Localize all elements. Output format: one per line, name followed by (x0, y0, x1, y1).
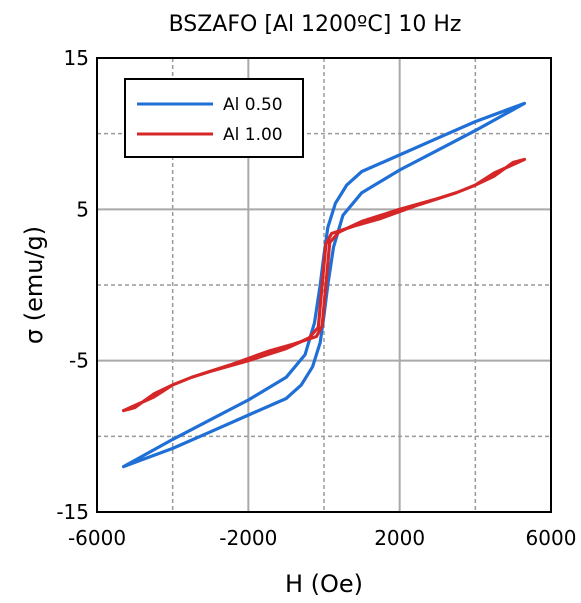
series-loop-2 (121, 157, 527, 413)
x-tick-label: -2000 (219, 526, 277, 550)
y-tick-label: 15 (64, 46, 89, 70)
x-tick-label: 2000 (374, 526, 425, 550)
x-tick-label: 6000 (526, 526, 577, 550)
series-layer (121, 101, 527, 469)
legend-label: Al 1.00 (223, 125, 283, 145)
tick-labels: -6000 -2000 2000 6000 -15 -5 5 15 (56, 46, 576, 550)
plot-frame (96, 57, 552, 513)
y-tick-label: 5 (76, 197, 89, 221)
legend-box (124, 78, 304, 158)
y-tick-label: -15 (56, 500, 89, 524)
legend: Al 0.50 Al 1.00 (124, 78, 304, 158)
y-tick-label: -5 (69, 349, 89, 373)
x-tick-label: -6000 (68, 526, 126, 550)
chart-title: BSZAFO [Al 1200ºC] 10 Hz (169, 12, 462, 37)
y-axis-label: σ (emu/g) (20, 226, 48, 344)
legend-label: Al 0.50 (223, 95, 283, 115)
series-loop-1 (121, 101, 527, 469)
x-axis-label: H (Oe) (285, 570, 363, 598)
grid (97, 58, 551, 512)
